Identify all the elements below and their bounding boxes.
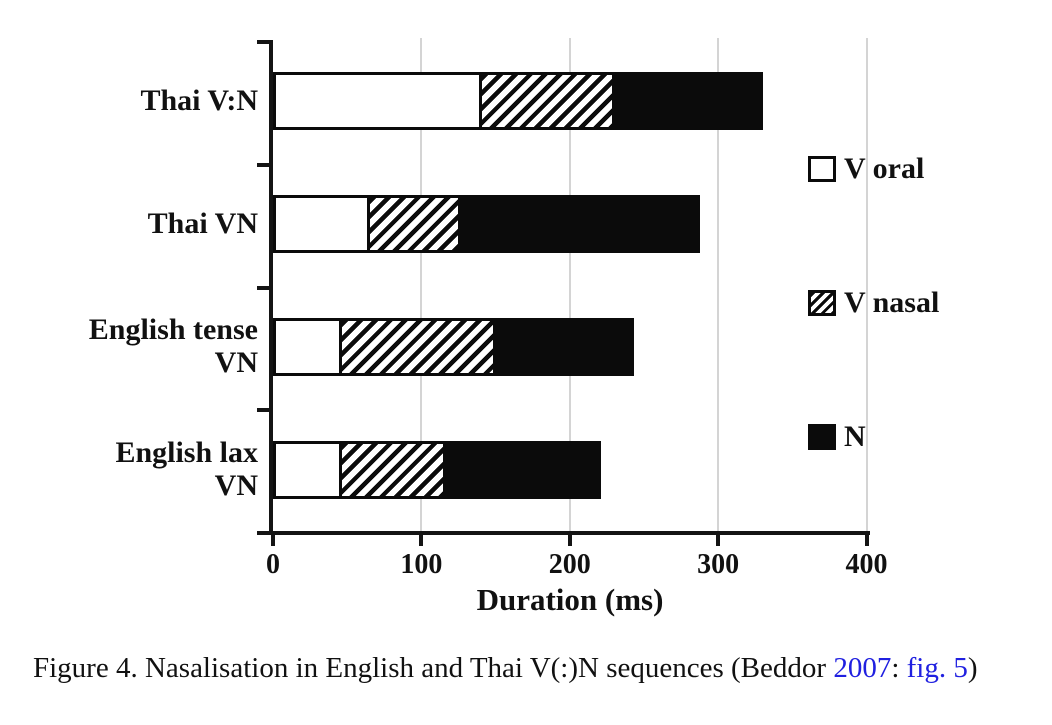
gridline-200: [568, 38, 571, 531]
x-axis-tick-400: [864, 533, 869, 546]
bar-segment-v-nasal: [341, 443, 447, 496]
stacked-bar-thai-v-n: [273, 72, 763, 131]
x-axis-tick-100: [419, 533, 424, 546]
black-square-icon: [808, 424, 836, 450]
x-tick-label-400: 400: [845, 549, 888, 580]
bar-segment-v-nasal: [369, 198, 461, 251]
legend-label-v-nasal: V nasal: [844, 286, 940, 319]
y-axis-tick-1: [257, 162, 273, 167]
y-axis-tick-3: [257, 408, 273, 413]
gridline-400: [865, 38, 868, 531]
legend-label-n: N: [844, 420, 866, 453]
bar-segment-v-nasal: [342, 320, 496, 373]
gridline-100: [420, 38, 423, 531]
x-tick-label-300: 300: [697, 549, 740, 580]
bar-segment-v-oral: [276, 443, 342, 496]
stacked-bar-english-tense-vn: [273, 317, 634, 376]
x-axis-tick-0: [271, 533, 275, 546]
y-axis-tick-0: [257, 40, 273, 44]
caption-text: Figure 4. Nasalisation in English and Th…: [33, 652, 834, 684]
caption-separator: :: [891, 652, 907, 684]
caption-link-year[interactable]: 2007: [833, 652, 892, 684]
gridline-300: [717, 38, 720, 531]
hatched-square-icon: [808, 290, 836, 316]
stacked-bar-thai-vn: [273, 195, 701, 254]
category-label-english-lax-vn: English lax VN: [0, 430, 258, 510]
x-tick-label-200: 200: [548, 549, 591, 580]
figure-caption: Figure 4. Nasalisation in English and Th…: [33, 650, 1033, 686]
x-axis-title: Duration (ms): [476, 582, 664, 617]
bar-segment-v-nasal: [481, 75, 615, 128]
caption-link-fig[interactable]: fig. 5: [906, 652, 968, 684]
category-label-thai-vn: Thai VN: [0, 184, 258, 264]
x-axis-tick-200: [567, 533, 572, 546]
bar-segment-n: [446, 443, 598, 496]
category-label-line: VN: [214, 468, 258, 502]
legend-label-v-oral: V oral: [844, 152, 925, 185]
legend-item-v-oral: V oral: [808, 151, 924, 187]
x-tick-label-0: 0: [266, 549, 280, 580]
bar-segment-v-oral: [276, 75, 482, 128]
category-label-line: English tense: [88, 313, 258, 347]
caption-suffix: ): [967, 652, 978, 684]
legend-item-v-nasal: V nasal: [808, 285, 939, 321]
white-square-icon: [808, 156, 836, 182]
legend-item-n: N: [808, 419, 866, 455]
category-label-line: Thai V:N: [140, 84, 258, 118]
x-tick-label-100: 100: [400, 549, 443, 580]
category-label-line: English lax: [115, 436, 258, 470]
category-label-line: Thai VN: [147, 206, 258, 240]
category-label-thai-v-n: Thai V:N: [0, 61, 258, 141]
category-label-english-tense-vn: English tense VN: [0, 307, 258, 387]
bar-segment-v-oral: [276, 198, 370, 251]
y-axis-tick-2: [257, 285, 273, 290]
bar-segment-n: [495, 320, 631, 373]
x-axis-tick-300: [716, 533, 721, 546]
stacked-bar-english-lax-vn: [273, 440, 601, 499]
bar-segment-n: [460, 198, 698, 251]
bar-segment-n: [614, 75, 760, 128]
bar-segment-v-oral: [276, 320, 343, 373]
category-label-line: VN: [214, 345, 258, 379]
x-axis-line: [257, 531, 870, 535]
